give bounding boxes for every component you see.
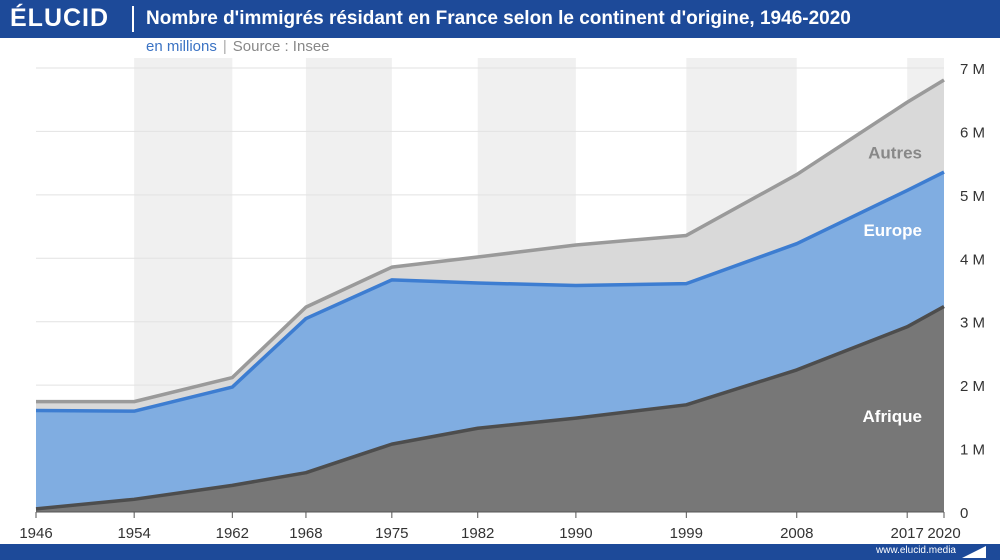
x-tick-label: 1999 — [670, 525, 703, 542]
unit-label: en millions — [146, 38, 217, 55]
line-europe — [35, 170, 945, 413]
series-label-afrique: Afrique — [863, 407, 923, 426]
y-tick-label: 2 M — [960, 378, 985, 395]
x-tick-label: 1982 — [461, 525, 494, 542]
area-europe — [36, 172, 944, 509]
header-divider — [132, 6, 134, 32]
x-tick-label: 1962 — [216, 525, 249, 542]
brand-logo: ÉLUCID — [10, 4, 110, 32]
stacked-area-chart: 0 1 M 2 M 3 M 4 M 5 M 6 M 7 M 1946 1954 1962 1968 19… — [19, 58, 985, 542]
footer-bar: www.elucid.media — [0, 544, 1000, 560]
footer-url[interactable]: www.elucid.media — [875, 545, 956, 556]
line-autres — [36, 78, 945, 404]
y-tick-label: 7 M — [960, 61, 985, 78]
y-tick-label: 0 — [960, 505, 968, 522]
x-tick-label: 1975 — [375, 525, 408, 542]
series-label-europe: Europe — [863, 221, 922, 240]
area-autres — [36, 80, 944, 412]
header-bar: ÉLUCID Nombre d'immigrés résidant en Fra… — [0, 0, 1000, 38]
x-tick-label: 2020 — [927, 525, 960, 542]
y-tick-label: 1 M — [960, 442, 985, 459]
chart-title: Nombre d'immigrés résidant en France sel… — [146, 8, 851, 29]
x-tick-label: 1990 — [559, 525, 592, 542]
series-label-autres: Autres — [868, 144, 922, 163]
line-afrique — [35, 304, 945, 511]
x-tick-label: 2017 — [891, 525, 924, 542]
y-tick-label: 6 M — [960, 124, 985, 141]
x-tick-label: 1954 — [117, 525, 150, 542]
source-label: Source : Insee — [232, 38, 330, 55]
x-tick-label: 2008 — [780, 525, 813, 542]
x-tick-label: 1968 — [289, 525, 322, 542]
y-tick-label: 3 M — [960, 315, 985, 332]
brand-mark-icon — [962, 546, 986, 558]
subtitle-separator: | — [222, 38, 227, 55]
y-tick-label: 5 M — [960, 188, 985, 205]
area-afrique — [36, 306, 944, 512]
y-tick-label: 4 M — [960, 251, 985, 268]
chart-subtitle: en millions | Source : Insee — [146, 38, 330, 55]
x-tick-label: 1946 — [19, 525, 52, 542]
